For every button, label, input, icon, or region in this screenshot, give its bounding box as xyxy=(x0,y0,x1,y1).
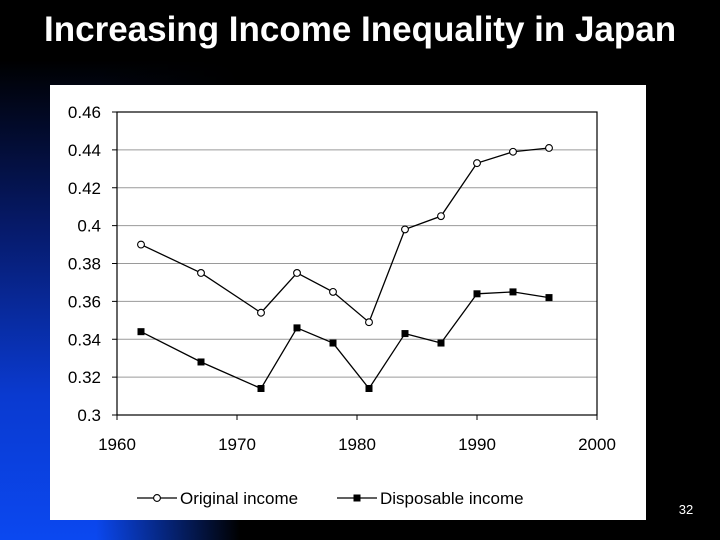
y-tick-label: 0.36 xyxy=(68,292,101,311)
disposable-income-point xyxy=(197,358,205,366)
x-tick-label: 1990 xyxy=(458,435,496,454)
disposable-income-point xyxy=(401,330,409,338)
y-tick-label: 0.4 xyxy=(77,217,101,236)
disposable-income-point xyxy=(365,384,373,392)
disposable-income-point xyxy=(473,290,481,298)
original-income-point xyxy=(509,147,517,156)
original-income-point xyxy=(257,308,265,317)
legend-label-disposable-income: Disposable income xyxy=(380,489,524,508)
disposable-income-point xyxy=(293,324,301,332)
axis-layer: 0.3 0.32 0.34 0.36 0.38 0.4 0.42 0.44 0.46 1960 19… xyxy=(68,103,616,454)
legend-marker-original-income xyxy=(153,494,161,502)
original-income-point xyxy=(437,212,445,221)
legend-marker-disposable-income xyxy=(353,494,361,502)
disposable-income-line xyxy=(140,291,550,390)
disposable-income-point xyxy=(545,294,553,302)
chart-panel: 0.3 0.32 0.34 0.36 0.38 0.4 0.42 0.44 0.46 1960 19… xyxy=(50,85,646,520)
disposable-income-point xyxy=(137,328,145,336)
original-income-point xyxy=(365,318,373,327)
original-income-point xyxy=(329,287,337,296)
x-tick-label: 2000 xyxy=(578,435,616,454)
income-inequality-chart: 0.3 0.32 0.34 0.36 0.38 0.4 0.42 0.44 0.46 1960 19… xyxy=(68,103,616,508)
slide-number: 32 xyxy=(678,502,694,517)
legend-label-original-income: Original income xyxy=(180,489,298,508)
original-income-line xyxy=(140,147,550,324)
original-income-point xyxy=(473,159,481,168)
y-tick-label: 0.44 xyxy=(68,141,101,160)
disposable-income-point xyxy=(437,339,445,347)
legend: Original income Disposable income xyxy=(137,489,524,508)
grid-layer xyxy=(117,149,597,378)
original-income-point xyxy=(137,240,145,249)
y-tick-label: 0.32 xyxy=(68,368,101,387)
original-income-point xyxy=(293,269,301,277)
y-tick-label: 0.46 xyxy=(68,103,101,122)
slide-title: Increasing Income Inequality in Japan xyxy=(44,10,677,49)
disposable-income-point xyxy=(509,288,517,296)
series-layer xyxy=(137,144,553,392)
y-tick-label: 0.3 xyxy=(77,406,101,425)
disposable-income-point xyxy=(329,339,337,347)
y-tick-label: 0.34 xyxy=(68,330,101,349)
original-income-point xyxy=(401,225,409,234)
x-tick-label: 1980 xyxy=(338,435,376,454)
original-income-point xyxy=(197,269,205,277)
disposable-income-point xyxy=(257,384,265,392)
original-income-point xyxy=(545,144,553,152)
y-tick-label: 0.42 xyxy=(68,179,101,198)
y-tick-label: 0.38 xyxy=(68,255,101,274)
x-tick-label: 1960 xyxy=(98,435,136,454)
x-tick-label: 1970 xyxy=(218,435,256,454)
